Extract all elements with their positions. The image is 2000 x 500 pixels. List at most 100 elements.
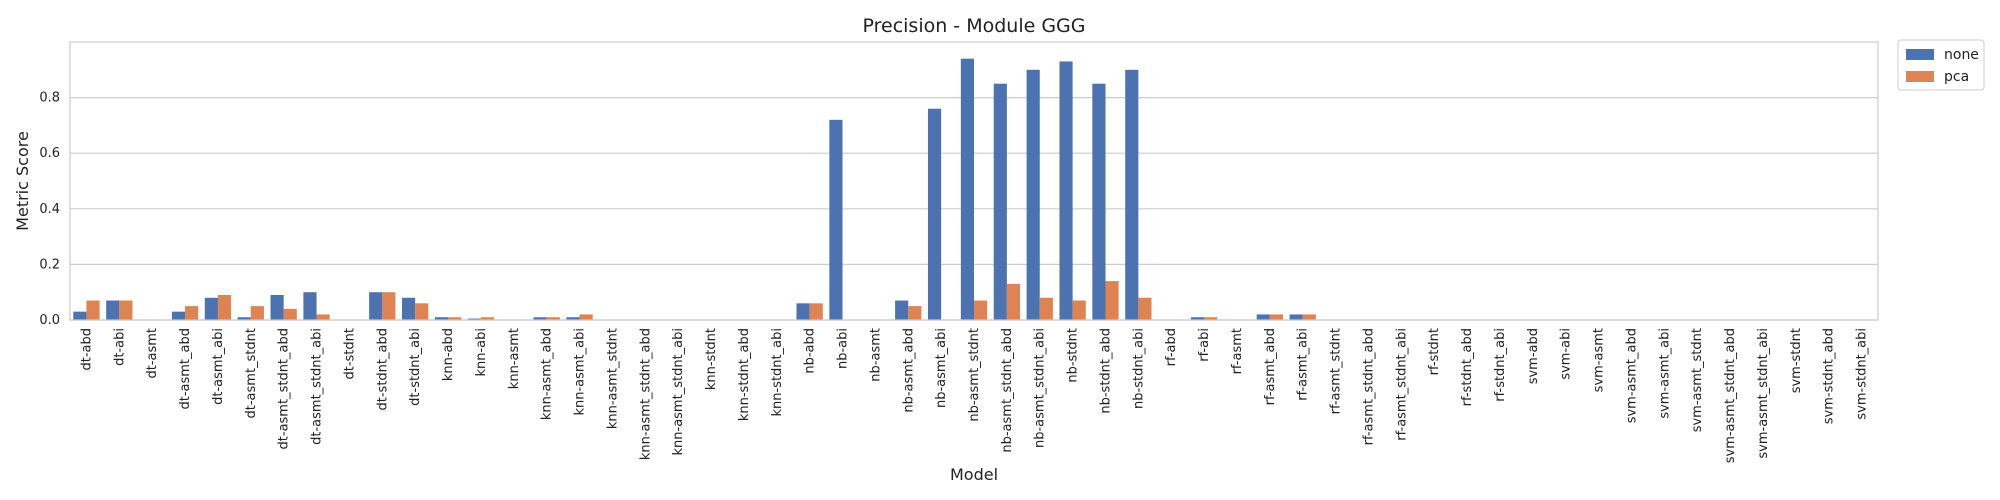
x-tick-label: svm-abi (1559, 328, 1574, 380)
legend-label-none: none (1944, 47, 1979, 63)
bar-none (566, 317, 580, 320)
x-tick-label: knn-asmt_abd (540, 328, 555, 420)
x-tick-label: nb-asmt_abd (901, 328, 916, 413)
x-tick-label: knn-stdnt (704, 328, 719, 390)
bar-pca (579, 314, 593, 320)
x-tick-label: svm-asmt_abd (1624, 328, 1639, 423)
legend-swatch-none (1906, 49, 1934, 60)
bar-pca (250, 306, 264, 320)
bar-pca (382, 292, 396, 320)
bar-pca (809, 303, 823, 320)
x-tick-label: svm-asmt_stdnt_abi (1756, 328, 1771, 459)
bar-none (73, 311, 87, 320)
bar-none (895, 300, 909, 320)
bar-none (1092, 83, 1106, 320)
bar-none (533, 317, 547, 320)
bar-none (204, 297, 218, 320)
x-tick-label: dt-stdnt_abd (375, 328, 390, 410)
y-tick-label: 0.2 (39, 257, 60, 272)
x-tick-label: svm-abd (1526, 328, 1541, 384)
bar-pca (283, 308, 297, 320)
bar-none (237, 317, 251, 320)
x-axis-title: Model (950, 465, 998, 484)
x-tick-labels: dt-abd dt-abi dt-asmt dt-asmt_abd dt-asmt_ab… (79, 328, 1869, 463)
bar-pca (316, 314, 330, 320)
x-tick-label: rf-asmt (1230, 328, 1245, 374)
x-tick-label: rf-asmt_stdnt_abi (1394, 328, 1409, 441)
bar-none (1059, 61, 1073, 321)
bars (73, 58, 1316, 321)
x-tick-label: knn-asmt_stdnt (605, 328, 620, 429)
bar-pca (908, 306, 922, 320)
x-tick-label: rf-asmt_abd (1263, 328, 1278, 405)
x-tick-label: svm-asmt_stdnt (1690, 328, 1705, 432)
x-tick-label: nb-asmt (868, 328, 883, 382)
x-tick-label: dt-abi (112, 328, 127, 366)
x-tick-label: dt-asmt (145, 328, 160, 379)
bar-none (303, 292, 317, 320)
bar-none (960, 58, 974, 321)
legend-label-pca: pca (1944, 69, 1969, 85)
x-tick-label: rf-abi (1197, 328, 1212, 362)
x-tick-label: knn-asmt_stdnt_abi (671, 328, 686, 456)
x-tick-label: rf-abd (1164, 328, 1179, 366)
x-tick-label: dt-asmt_stdnt_abi (310, 328, 325, 445)
x-tick-label: rf-stdnt (1427, 328, 1442, 375)
y-tick-label: 0.0 (39, 313, 60, 328)
x-tick-label: svm-stdnt_abi (1855, 328, 1870, 420)
bar-pca (1269, 314, 1284, 320)
x-tick-label: svm-stdnt (1789, 328, 1804, 393)
x-tick-label: nb-asmt_stdnt (967, 328, 982, 422)
bar-none (106, 300, 120, 320)
bar-none (927, 108, 942, 320)
bar-pca (480, 317, 495, 320)
x-tick-label: knn-abi (474, 328, 489, 377)
bar-none (829, 119, 843, 320)
x-tick-label: nb-abd (803, 328, 818, 374)
bar-pca (546, 317, 560, 320)
x-tick-label: nb-stdnt_abi (1131, 328, 1146, 409)
x-tick-label: knn-asmt (507, 328, 522, 389)
x-tick-label: knn-abd (441, 328, 456, 381)
bar-pca (86, 300, 100, 320)
x-tick-label: nb-asmt_stdnt_abd (1000, 328, 1015, 453)
bar-none (434, 317, 449, 320)
bar-pca (217, 294, 232, 320)
x-tick-label: rf-asmt_abi (1296, 328, 1311, 401)
bar-none (369, 292, 383, 320)
x-tick-label: svm-stdnt_abd (1822, 328, 1837, 424)
x-tick-label: knn-stdnt_abd (737, 328, 752, 421)
legend-swatch-pca (1906, 71, 1934, 82)
x-tick-label: rf-stdnt_abi (1493, 328, 1508, 402)
x-tick-label: dt-abd (79, 328, 94, 371)
legend: none pca (1897, 39, 1985, 91)
y-tick-labels: 0.0 0.2 0.4 0.6 0.8 (39, 91, 60, 328)
x-tick-label: knn-asmt_stdnt_abd (638, 328, 653, 460)
bar-pca (1302, 314, 1316, 320)
bar-pca (1039, 297, 1053, 320)
bar-none (1125, 69, 1139, 320)
x-tick-label: dt-asmt_stdnt (244, 328, 259, 419)
x-tick-label: knn-asmt_abi (573, 328, 588, 416)
bar-none (1289, 314, 1303, 320)
x-tick-label: rf-asmt_stdnt_abd (1361, 328, 1376, 445)
x-tick-label: dt-stdnt_abi (408, 328, 423, 406)
bar-none (993, 83, 1007, 320)
bar-pca (415, 303, 429, 320)
x-tick-label: dt-stdnt (342, 328, 357, 380)
y-tick-label: 0.4 (39, 202, 60, 217)
bar-none (467, 318, 481, 320)
y-tick-label: 0.6 (39, 146, 60, 161)
x-tick-label: nb-asmt_stdnt_abi (1033, 328, 1048, 448)
x-tick-label: dt-asmt_stdnt_abd (277, 328, 292, 449)
bar-none (1256, 314, 1270, 320)
bar-pca (1006, 283, 1021, 320)
chart-title: Precision - Module GGG (862, 15, 1085, 37)
x-tick-label: svm-asmt_abi (1657, 328, 1672, 419)
bar-pca (1105, 281, 1119, 320)
bar-pca (1138, 297, 1152, 320)
bar-none (796, 303, 810, 320)
bar-none (402, 297, 416, 320)
x-tick-label: nb-asmt_abi (934, 328, 949, 408)
